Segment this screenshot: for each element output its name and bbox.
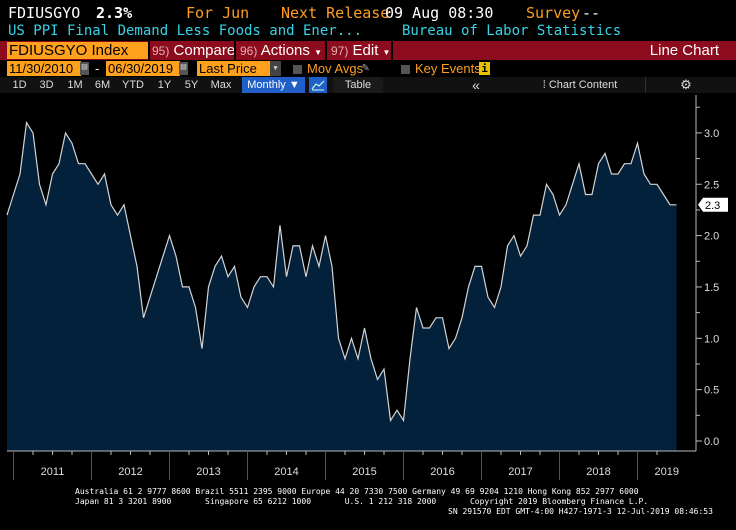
last-value: 2.3% bbox=[96, 4, 133, 22]
divider bbox=[148, 41, 150, 60]
last-value-label: 2.3 bbox=[705, 200, 720, 212]
x-tick-label: 2016 bbox=[430, 466, 454, 478]
actions-num: 96) bbox=[240, 44, 258, 58]
caret-down-icon: ▼ bbox=[382, 48, 391, 57]
chart-type-label[interactable]: Line Chart bbox=[649, 42, 719, 59]
y-tick-label: 1.5 bbox=[704, 282, 719, 294]
start-date-input[interactable]: 11/30/2010 bbox=[7, 61, 81, 76]
range-button-1m[interactable]: 1M bbox=[67, 79, 83, 91]
chart-content-label: Chart Content bbox=[548, 79, 618, 91]
survey-label: Survey bbox=[526, 4, 581, 22]
divider bbox=[645, 77, 646, 93]
y-tick-label: 2.5 bbox=[704, 179, 719, 191]
survey-value: -- bbox=[582, 4, 601, 22]
toolbar bbox=[0, 41, 736, 60]
y-tick-label: 2.0 bbox=[704, 231, 719, 243]
y-tick-label: 1.0 bbox=[704, 333, 719, 345]
actions-label: Actions bbox=[260, 42, 310, 59]
key-events-label[interactable]: Key Events bbox=[415, 61, 481, 76]
x-tick-label: 2017 bbox=[508, 466, 532, 478]
actions-button[interactable]: 96) Actions ▼ bbox=[240, 41, 322, 60]
line-chart-icon[interactable] bbox=[309, 77, 327, 93]
range-button-3d[interactable]: 3D bbox=[39, 79, 54, 91]
divider bbox=[325, 41, 327, 60]
collapse-icon[interactable]: « bbox=[472, 77, 480, 93]
info-icon[interactable]: i bbox=[479, 62, 490, 75]
footer-session: SN 291570 EDT GMT-4:00 H427-1971-3 12-Ju… bbox=[448, 507, 713, 516]
chart: 0.0 0.5 1.0 1.5 2.0 2.5 3.0 2.3 2011 2012 2013 2014… bbox=[6, 95, 728, 480]
x-tick-label: 2015 bbox=[352, 466, 376, 478]
x-tick-label: 2019 bbox=[655, 466, 679, 478]
x-tick-label: 2012 bbox=[118, 466, 142, 478]
area-fill bbox=[7, 122, 677, 451]
edit-button[interactable]: 97) Edit ▼ bbox=[331, 41, 390, 60]
compare-button[interactable]: 95) Compare bbox=[152, 41, 235, 60]
date-separator: - bbox=[95, 61, 100, 76]
chart-content-button[interactable]: ⁞ Chart Content bbox=[520, 77, 640, 93]
footer-contacts-1: Australia 61 2 9777 8600 Brazil 5511 239… bbox=[75, 487, 639, 496]
compare-num: 95) bbox=[152, 44, 170, 58]
x-tick-label: 2018 bbox=[586, 466, 610, 478]
compare-label: Compare bbox=[173, 42, 236, 59]
x-tick-label: 2013 bbox=[196, 466, 220, 478]
y-tick-label: 3.0 bbox=[704, 128, 719, 140]
range-button-5y[interactable]: 5Y bbox=[184, 79, 199, 91]
y-tick-label: 0.0 bbox=[704, 436, 719, 448]
key-events-checkbox[interactable] bbox=[401, 65, 410, 74]
last-value-tag bbox=[698, 197, 728, 212]
footer-contacts-2: Japan 81 3 3201 8900 Singapore 65 6212 1… bbox=[75, 497, 649, 506]
range-button-max[interactable]: Max bbox=[210, 79, 232, 91]
dropdown-arrow-icon[interactable]: ▼ bbox=[270, 61, 281, 76]
calendar-icon[interactable]: ▤ bbox=[179, 62, 188, 75]
divider bbox=[391, 41, 393, 60]
series-line bbox=[6, 120, 677, 423]
mov-avgs-checkbox[interactable] bbox=[293, 65, 302, 74]
source: Bureau of Labor Statistics bbox=[402, 23, 622, 39]
range-button-ytd[interactable]: YTD bbox=[122, 79, 144, 91]
edit-label: Edit bbox=[352, 42, 379, 59]
y-tick-label: 0.5 bbox=[704, 385, 719, 397]
next-release-label: Next Release bbox=[281, 4, 390, 22]
range-button-6m[interactable]: 6M bbox=[94, 79, 111, 91]
caret-down-icon: ▼ bbox=[314, 48, 322, 57]
next-release-value: 09 Aug 08:30 bbox=[385, 4, 494, 22]
frequency-select[interactable]: Monthly ▼ bbox=[242, 77, 305, 93]
gear-icon[interactable]: ⚙ bbox=[680, 77, 692, 92]
pencil-icon[interactable]: ✎ bbox=[362, 60, 370, 74]
description: US PPI Final Demand Less Foods and Ener.… bbox=[8, 23, 363, 39]
calendar-icon[interactable]: ▤ bbox=[80, 62, 89, 75]
security-field[interactable]: FDIUSGYO Index bbox=[7, 42, 149, 59]
range-button-1y[interactable]: 1Y bbox=[157, 79, 172, 91]
x-tick-label: 2011 bbox=[41, 466, 65, 478]
period: For Jun bbox=[186, 4, 250, 22]
chart-content-icon: ⁞ bbox=[542, 79, 549, 91]
mov-avgs-label[interactable]: Mov Avgs bbox=[307, 61, 364, 76]
ticker: FDIUSGYO bbox=[8, 4, 81, 22]
edit-num: 97) bbox=[331, 44, 349, 58]
range-button-1d[interactable]: 1D bbox=[12, 79, 27, 91]
x-tick-label: 2014 bbox=[274, 466, 298, 478]
table-button[interactable]: Table bbox=[333, 77, 383, 93]
divider bbox=[234, 41, 236, 60]
field-select[interactable]: Last Price bbox=[197, 61, 271, 76]
end-date-input[interactable]: 06/30/2019 bbox=[106, 61, 180, 76]
